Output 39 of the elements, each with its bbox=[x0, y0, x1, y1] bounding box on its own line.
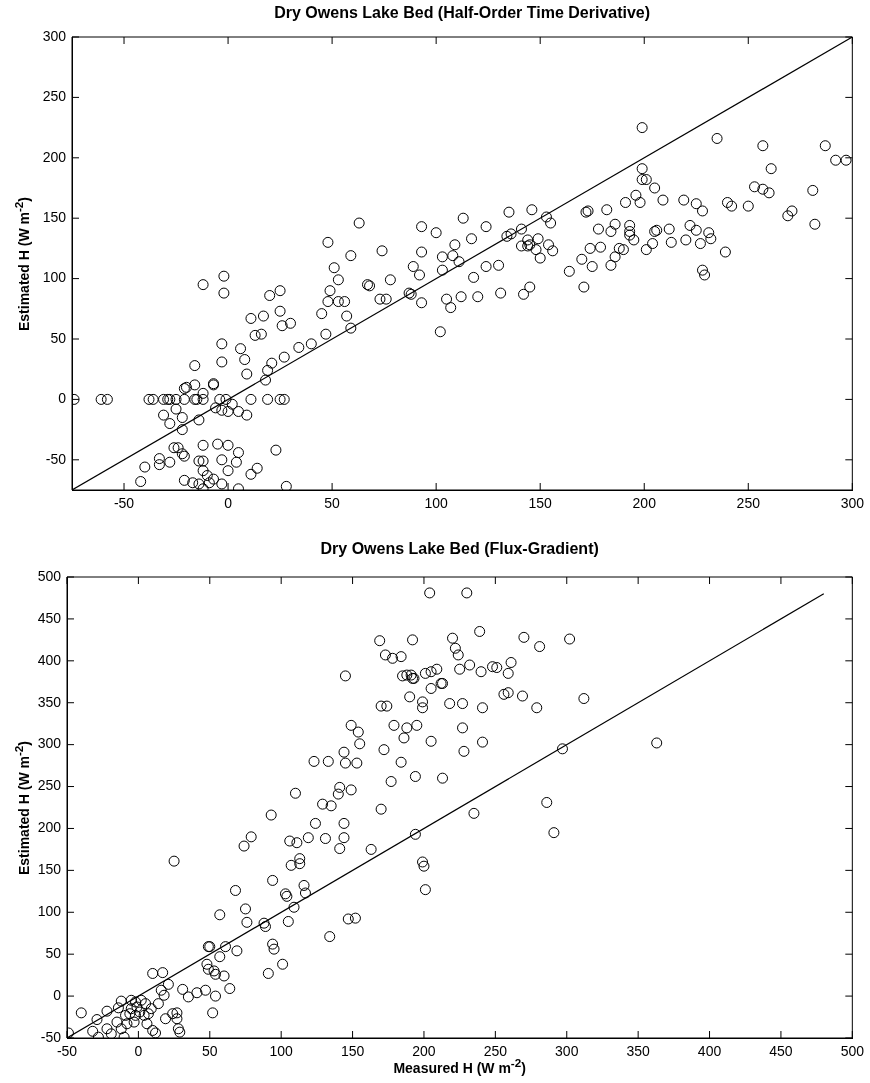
y-tick-label: 250 bbox=[37, 777, 62, 794]
y-tick-label: 250 bbox=[42, 88, 67, 105]
x-tick-label: 500 bbox=[840, 1043, 865, 1060]
chart-title: Dry Owens Lake Bed (Half-Order Time Derivative) bbox=[273, 4, 652, 22]
x-tick-label: 150 bbox=[340, 1043, 365, 1060]
x-tick-label: 250 bbox=[736, 495, 761, 512]
x-tick-label: 450 bbox=[769, 1043, 793, 1060]
x-tick-label: 150 bbox=[528, 495, 553, 512]
x-tick-label: 0 bbox=[134, 1043, 143, 1060]
x-tick-label: 300 bbox=[840, 495, 865, 512]
y-tick-label: 100 bbox=[42, 269, 67, 286]
x-tick-label: 350 bbox=[626, 1043, 651, 1060]
y-tick-label: 400 bbox=[37, 651, 62, 668]
y-tick-label: 0 bbox=[58, 390, 67, 407]
x-tick-label: 300 bbox=[555, 1043, 579, 1060]
y-tick-label: 500 bbox=[37, 567, 62, 584]
x-tick-label: 200 bbox=[632, 495, 657, 512]
x-tick-label: 50 bbox=[324, 495, 341, 512]
x-tick-label: 100 bbox=[424, 495, 449, 512]
y-tick-label: 350 bbox=[37, 693, 62, 710]
y-tick-label: 50 bbox=[50, 329, 67, 346]
y-tick-label: -50 bbox=[40, 1028, 62, 1045]
y-tick-label: 450 bbox=[37, 609, 62, 626]
y-tick-label: 300 bbox=[37, 735, 62, 752]
x-tick-label: 50 bbox=[202, 1043, 218, 1060]
x-tick-label: 400 bbox=[697, 1043, 722, 1060]
chart-title: Dry Owens Lake Bed (Flux-Gradient) bbox=[319, 540, 600, 558]
y-tick-label: 300 bbox=[42, 27, 67, 44]
y-tick-label: 50 bbox=[45, 945, 62, 962]
y-tick-label: 150 bbox=[42, 209, 67, 226]
y-tick-label: 0 bbox=[53, 986, 62, 1003]
y-tick-label: 200 bbox=[37, 819, 62, 836]
x-tick-label: 100 bbox=[269, 1043, 294, 1060]
y-tick-label: 100 bbox=[37, 903, 62, 920]
x-tick-label: -50 bbox=[113, 495, 135, 512]
y-tick-label: 150 bbox=[37, 861, 62, 878]
x-tick-label: 0 bbox=[224, 495, 233, 512]
y-tick-label: 200 bbox=[42, 148, 67, 165]
y-tick-label: -50 bbox=[45, 450, 67, 467]
